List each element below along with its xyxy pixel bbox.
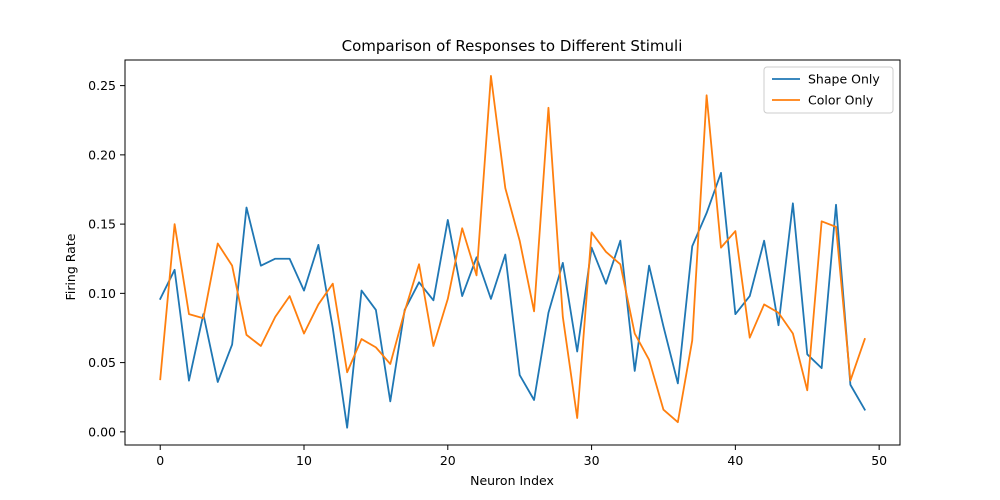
x-tick-label: 30 bbox=[584, 453, 600, 468]
y-tick-label: 0.00 bbox=[88, 424, 116, 439]
x-tick-label: 0 bbox=[156, 453, 164, 468]
y-tick-label: 0.15 bbox=[88, 217, 116, 232]
axis-ticks: 0 10 20 30 40 50 0.00 0.05 0.10 0.15 0.20 0.25 bbox=[88, 78, 887, 468]
plot-background bbox=[125, 60, 900, 445]
chart-title: Comparison of Responses to Different Sti… bbox=[342, 37, 683, 55]
plot-area bbox=[125, 60, 900, 445]
x-tick-label: 10 bbox=[296, 453, 312, 468]
legend: Shape Only Color Only bbox=[763, 66, 894, 114]
legend-label: Shape Only bbox=[808, 72, 880, 87]
axes-frame bbox=[124, 59, 901, 446]
y-tick-label: 0.10 bbox=[88, 286, 116, 301]
series-layer bbox=[159, 75, 866, 429]
y-tick-label: 0.25 bbox=[88, 78, 116, 93]
series-line-color-only bbox=[159, 75, 866, 424]
plot-frame bbox=[124, 59, 901, 446]
x-axis-label: Neuron Index bbox=[470, 473, 554, 488]
y-tick-label: 0.20 bbox=[88, 147, 116, 162]
legend-label: Color Only bbox=[808, 93, 874, 108]
y-axis-label: Firing Rate bbox=[63, 233, 78, 300]
x-tick-label: 40 bbox=[727, 453, 743, 468]
x-tick-label: 20 bbox=[440, 453, 456, 468]
x-tick-label: 50 bbox=[871, 453, 887, 468]
series-line-shape-only bbox=[159, 171, 866, 429]
y-tick-label: 0.05 bbox=[88, 355, 116, 370]
